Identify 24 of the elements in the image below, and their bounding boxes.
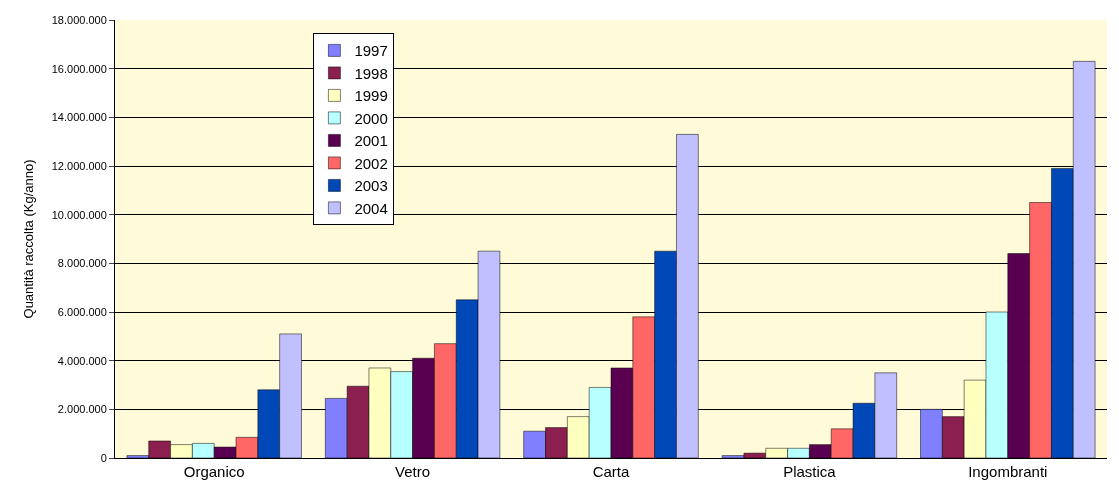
legend-label: 2001 xyxy=(354,132,388,150)
y-tick-label: 12.000.000 xyxy=(51,159,107,172)
x-tick-label: Ingombranti xyxy=(968,463,1048,480)
legend-label: 2000 xyxy=(354,109,388,127)
legend-label: 2002 xyxy=(354,154,388,172)
legend-label: 1997 xyxy=(354,42,388,60)
y-tick-label: 2.000.000 xyxy=(57,403,107,416)
x-tick-label: Carta xyxy=(592,463,630,480)
x-tick-label: Organico xyxy=(183,463,245,480)
y-tick-label: 18.000.000 xyxy=(51,13,107,26)
y-axis-title: Quantità raccolta (Kg/anno) xyxy=(20,159,36,319)
legend-label: 1998 xyxy=(354,64,388,82)
x-tick-label: Vetro xyxy=(395,463,431,480)
legend-label: 2004 xyxy=(354,199,388,217)
legend-label: 1999 xyxy=(354,87,388,105)
y-tick-label: 4.000.000 xyxy=(57,354,107,367)
y-tick-label: 14.000.000 xyxy=(51,111,107,124)
x-tick-label: Plastica xyxy=(783,463,837,480)
y-tick-label: 16.000.000 xyxy=(51,62,107,75)
y-tick-label: 8.000.000 xyxy=(57,257,107,270)
legend-label: 2003 xyxy=(354,177,388,195)
y-tick-label: 10.000.000 xyxy=(51,208,107,221)
y-tick-label: 6.000.000 xyxy=(57,305,107,318)
y-tick-label: 0 xyxy=(100,451,107,464)
